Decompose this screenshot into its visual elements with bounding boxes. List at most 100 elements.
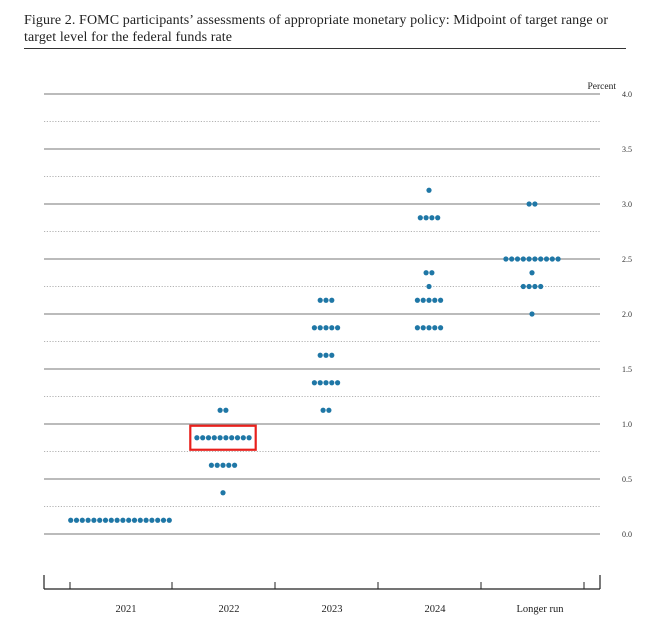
highlight-box	[189, 424, 257, 451]
data-dot	[246, 435, 252, 441]
data-dot	[68, 517, 74, 523]
data-dot	[317, 325, 323, 331]
data-dot	[329, 380, 335, 386]
data-dot	[429, 215, 435, 221]
data-dot	[520, 256, 526, 262]
data-dot	[335, 380, 341, 386]
highlight-layer	[189, 424, 257, 451]
data-dot	[205, 435, 212, 441]
data-dot	[329, 297, 335, 303]
y-tick-label: 2.5	[622, 255, 632, 264]
data-dot	[543, 256, 550, 262]
data-dot	[143, 517, 149, 523]
data-dot	[91, 517, 97, 523]
data-dot	[97, 517, 103, 523]
x-tick-label: 2024	[425, 604, 447, 615]
figure-title: Figure 2. FOMC participants’ assessments…	[24, 13, 609, 45]
data-dot	[526, 201, 532, 207]
data-dot	[426, 297, 432, 303]
y-tick-label: 3.0	[622, 200, 632, 209]
x-tick-label: 2023	[322, 604, 343, 615]
data-dot	[426, 325, 432, 331]
y-tick-label: 0.0	[622, 530, 632, 539]
data-dot	[423, 215, 429, 221]
data-dot	[538, 256, 544, 262]
data-dot	[102, 517, 109, 523]
data-dot	[160, 517, 167, 523]
data-dot	[538, 283, 544, 290]
data-dot	[317, 352, 323, 358]
y-tick-label: 3.5	[622, 145, 632, 154]
data-dot	[438, 325, 444, 331]
data-dot	[220, 490, 226, 496]
title-rule	[24, 48, 626, 49]
data-dot	[311, 380, 317, 386]
data-dot	[532, 283, 538, 290]
y-tick-label: 1.5	[622, 365, 632, 374]
data-dot	[329, 325, 335, 331]
data-dot	[503, 256, 509, 262]
data-dot	[223, 407, 229, 413]
data-dot	[223, 435, 229, 441]
data-dot	[532, 256, 538, 262]
x-axis	[43, 575, 601, 590]
data-dot	[229, 435, 235, 441]
data-dot	[323, 352, 329, 358]
data-dot	[514, 256, 521, 262]
data-dot	[126, 517, 132, 523]
data-dot	[166, 517, 172, 523]
data-dot	[326, 407, 332, 413]
data-dot	[226, 462, 232, 468]
data-dot	[320, 407, 326, 413]
y-tick-label: 0.5	[622, 475, 632, 484]
y-tick-labels: 0.0 0.5 1.0 1.5 2.0 2.5 3.0 3.5 4.0	[622, 90, 632, 539]
data-dot	[509, 256, 515, 262]
data-dot	[420, 297, 426, 303]
data-dot	[532, 201, 538, 207]
data-dot	[73, 517, 80, 523]
data-dot	[420, 325, 426, 331]
data-dot	[432, 325, 438, 331]
data-dot	[317, 297, 323, 303]
data-dot	[114, 517, 120, 523]
x-tick-label: Longer run	[517, 604, 565, 615]
data-dot	[131, 517, 138, 523]
data-dot	[211, 435, 217, 441]
data-dot	[426, 187, 432, 193]
data-dot	[429, 270, 435, 276]
data-dot	[329, 352, 335, 358]
data-dot	[414, 297, 420, 303]
x-tick-label: 2021	[116, 604, 137, 615]
data-dot	[217, 407, 223, 413]
data-dot	[79, 517, 85, 523]
data-dot	[214, 462, 220, 468]
data-dot	[549, 256, 555, 262]
data-dot	[414, 325, 420, 331]
data-dot	[208, 462, 214, 468]
y-axis-unit-label: Percent	[588, 82, 617, 92]
dot-series	[68, 187, 561, 523]
data-dot	[526, 283, 532, 290]
data-dot	[149, 517, 155, 523]
data-dot	[120, 517, 126, 523]
data-dot	[137, 517, 143, 523]
gridlines	[44, 93, 600, 535]
data-dot	[200, 435, 206, 441]
data-dot	[555, 256, 561, 262]
x-tick-labels: 2021 2022 2023 2024 Longer run	[116, 604, 565, 615]
data-dot	[529, 270, 535, 276]
y-tick-label: 2.0	[622, 310, 632, 319]
data-dot	[317, 380, 323, 386]
data-dot	[155, 517, 161, 523]
data-dot	[423, 270, 429, 276]
data-dot	[108, 517, 114, 523]
y-tick-label: 4.0	[622, 90, 632, 99]
data-dot	[311, 325, 317, 331]
data-dot	[435, 215, 441, 221]
data-dot	[335, 325, 341, 331]
data-dot	[234, 435, 241, 441]
x-tick-label: 2022	[219, 604, 240, 615]
data-dot	[323, 380, 329, 386]
y-tick-label: 1.0	[622, 420, 632, 429]
